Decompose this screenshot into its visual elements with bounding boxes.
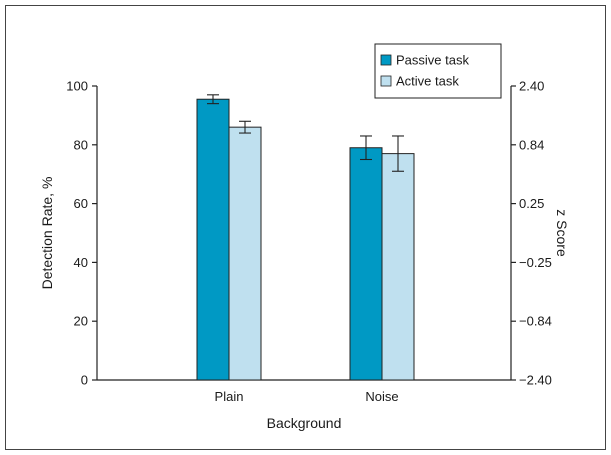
bar-active-plain bbox=[228, 126, 262, 381]
figure-border bbox=[5, 5, 606, 450]
legend-swatch-passive bbox=[380, 54, 392, 66]
legend-swatch-active bbox=[380, 75, 392, 87]
left-tick-label: 80 bbox=[74, 137, 88, 152]
plot-area: 0 20 40 60 80 100 2.40 0.84 0.25 −0.25 −0.84 −2.40… bbox=[66, 79, 552, 405]
x-axis-title: Background bbox=[267, 415, 342, 431]
legend-label-passive: Passive task bbox=[396, 53, 469, 68]
y2-axis-title: z Score bbox=[554, 209, 570, 257]
x-tick-label: Noise bbox=[365, 389, 398, 404]
right-tick-label: 0.25 bbox=[519, 196, 544, 211]
error-bars bbox=[207, 94, 404, 172]
x-axis-ticks: Plain Noise bbox=[215, 389, 399, 404]
right-axis-ticks: 2.40 0.84 0.25 −0.25 −0.84 −2.40 bbox=[511, 79, 552, 388]
left-tick-label: 100 bbox=[66, 79, 88, 94]
left-tick-label: 40 bbox=[74, 255, 88, 270]
right-tick-label: 0.84 bbox=[519, 137, 544, 152]
left-tick-label: 20 bbox=[74, 314, 88, 329]
right-tick-label: −0.25 bbox=[519, 255, 552, 270]
bar-active-noise bbox=[381, 153, 415, 381]
right-tick-label: 2.40 bbox=[519, 79, 544, 94]
bar-passive-noise bbox=[349, 147, 383, 381]
left-tick-label: 60 bbox=[74, 196, 88, 211]
right-tick-label: −0.84 bbox=[519, 314, 552, 329]
right-tick-label: −2.40 bbox=[519, 373, 552, 388]
y-axis-title: Detection Rate, % bbox=[39, 177, 55, 290]
bar-passive-plain bbox=[196, 98, 230, 381]
bars bbox=[196, 98, 415, 381]
legend-label-active: Active task bbox=[396, 74, 459, 89]
legend: Passive task Active task bbox=[374, 43, 502, 99]
legend-box bbox=[374, 43, 502, 99]
left-axis-ticks: 0 20 40 60 80 100 bbox=[66, 79, 97, 388]
left-tick-label: 0 bbox=[81, 373, 88, 388]
x-tick-label: Plain bbox=[215, 389, 244, 404]
